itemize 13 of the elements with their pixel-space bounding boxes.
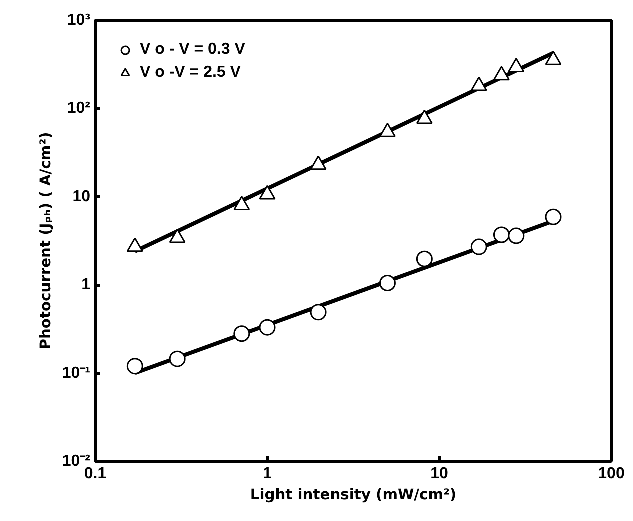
x-axis-title: Light intensity (mW/cm²): [250, 486, 457, 504]
legend-label: V o -V = 2.5 V: [140, 64, 241, 82]
x-tick-label: 10: [430, 466, 448, 482]
legend-label: V o - V = 0.3 V: [140, 41, 246, 59]
y-tick-label: 10²: [67, 100, 90, 118]
y-tick-label: 10⁻¹: [62, 364, 90, 382]
x-tick-label: 1: [263, 466, 272, 482]
x-tick-label: 0.1: [84, 466, 107, 482]
x-tick-label: 100: [598, 466, 625, 482]
y-tick-label: 10: [72, 188, 91, 206]
y-axis-title: Photocurrent (Jₚₕ) ( A/cm²): [37, 132, 54, 350]
y-tick-label: 1: [82, 276, 91, 294]
y-tick-label: 10³: [67, 12, 90, 29]
